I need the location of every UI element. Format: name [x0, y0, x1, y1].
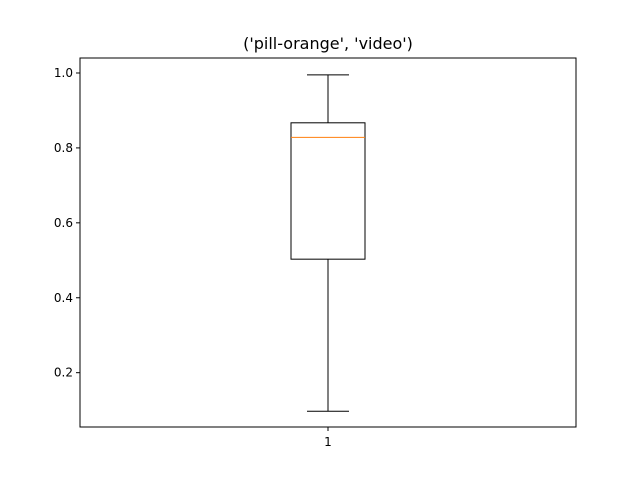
x-tick-label: 1	[324, 435, 332, 449]
plot-area: 0.2 0.4 0.6 0.8 1.0 1	[54, 57, 577, 449]
y-tick-label: 0.4	[54, 291, 73, 305]
box-iqr	[290, 122, 366, 260]
y-tick-label: 1.0	[54, 66, 73, 80]
chart-title: ('pill-orange', 'video')	[243, 34, 413, 53]
y-tick-label: 0.6	[54, 216, 73, 230]
y-tick-label: 0.2	[54, 366, 73, 380]
y-tick-label: 0.8	[54, 141, 73, 155]
